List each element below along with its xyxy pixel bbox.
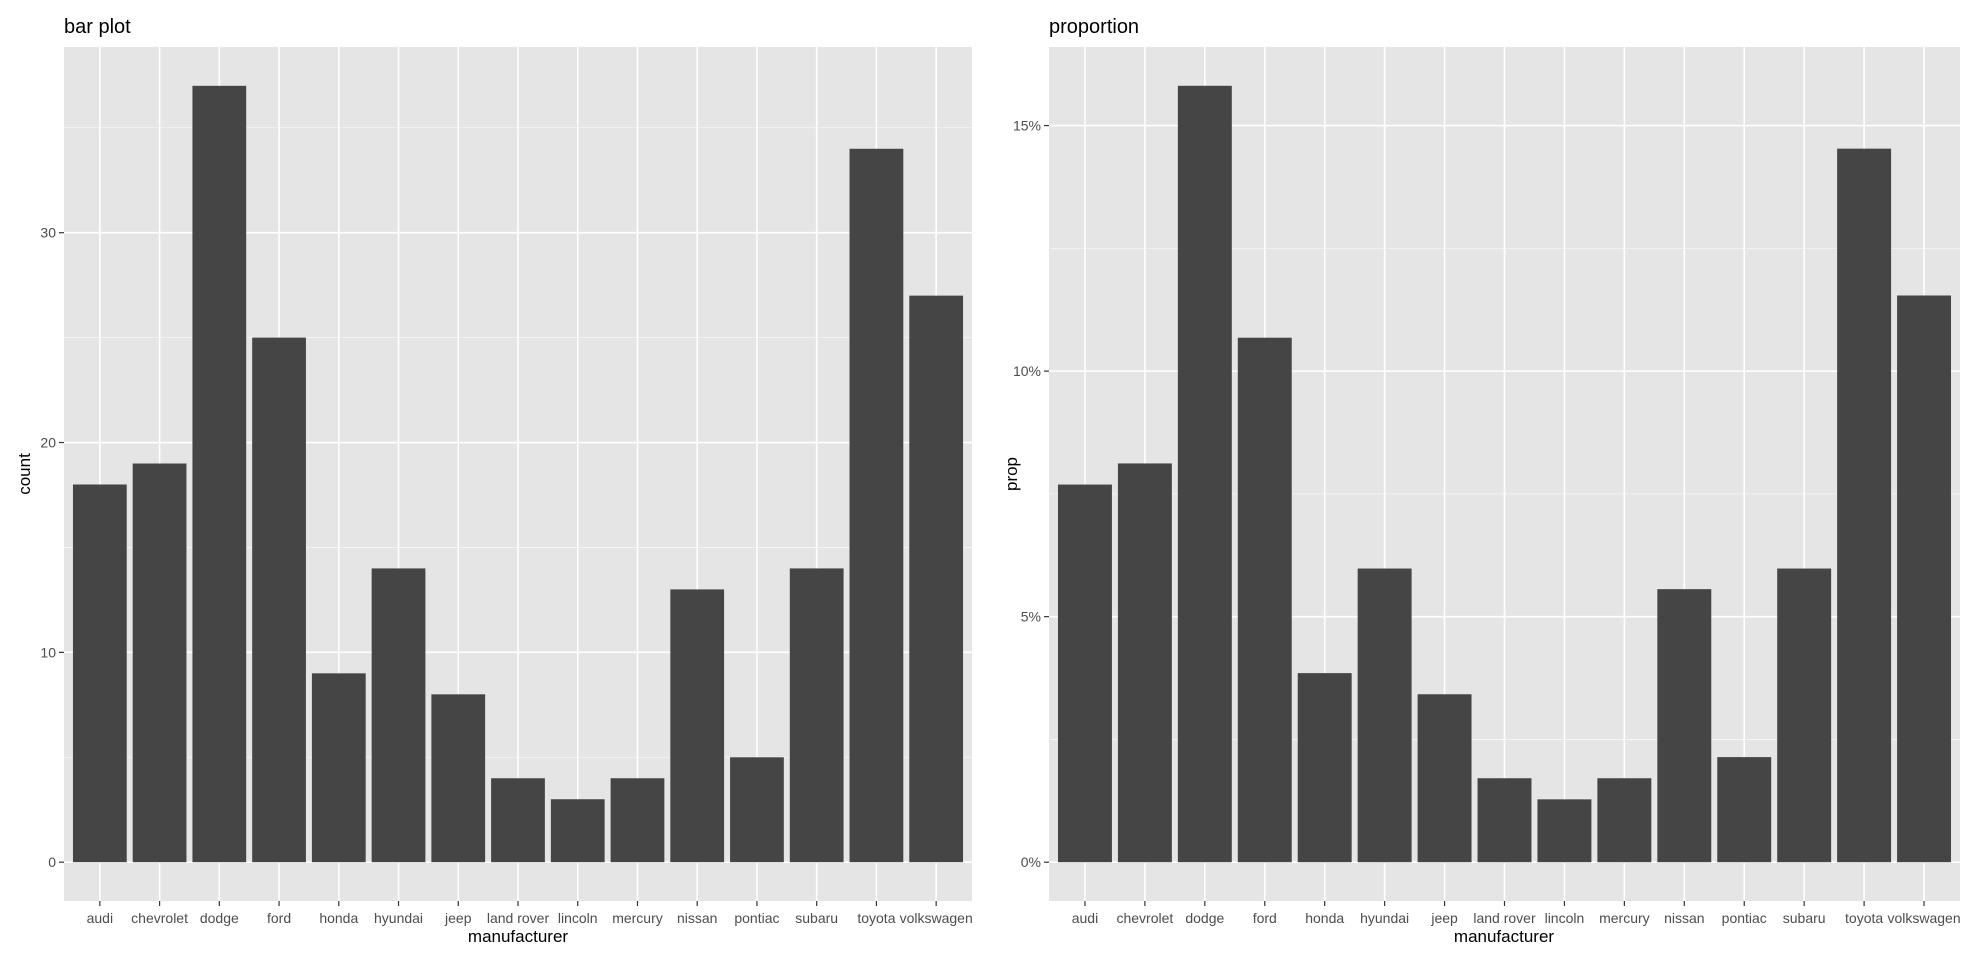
tick-marks xyxy=(1044,124,1925,906)
x-tick-label: subaru xyxy=(795,910,838,926)
x-tick-label: toyota xyxy=(1845,910,1883,926)
x-tick-label: jeep xyxy=(1430,910,1458,926)
x-tick-label: nissan xyxy=(1664,910,1704,926)
y-tick-labels: 0 10 20 30 xyxy=(40,225,56,870)
x-tick-label: subaru xyxy=(1783,910,1826,926)
y-tick-label: 15% xyxy=(1013,118,1041,134)
bar-volkswagen xyxy=(909,295,964,863)
bar-land-rover xyxy=(491,778,545,863)
x-tick-label: land rover xyxy=(1473,910,1536,926)
bar-ford xyxy=(252,337,306,863)
bar-hyundai xyxy=(1357,568,1412,863)
x-tick-label: lincoln xyxy=(558,910,598,926)
bar-jeep xyxy=(1417,694,1472,863)
x-tick-label: volkswagen xyxy=(1887,910,1960,926)
x-tick-label: nissan xyxy=(677,910,717,926)
bar-ford xyxy=(1237,337,1292,863)
bar-dodge xyxy=(192,85,247,863)
x-tick-label: land rover xyxy=(487,910,550,926)
x-tick-label: toyota xyxy=(857,910,895,926)
bar-jeep xyxy=(431,694,486,863)
y-tick-label: 10% xyxy=(1013,363,1041,379)
tick-marks xyxy=(59,232,937,906)
x-tick-label: audi xyxy=(87,910,113,926)
y-tick-label: 0 xyxy=(48,854,56,870)
x-axis-title: manufacturer xyxy=(1454,927,1554,946)
x-tick-label: pontiac xyxy=(1722,910,1767,926)
x-tick-label: mercury xyxy=(612,910,663,926)
bar-toyota xyxy=(849,148,904,863)
y-axis-title: count xyxy=(15,453,34,495)
bars xyxy=(1057,85,1952,863)
y-tick-label: 20 xyxy=(40,435,56,451)
bar-pontiac xyxy=(1717,757,1772,863)
x-tick-label: lincoln xyxy=(1545,910,1585,926)
bar-dodge xyxy=(1177,85,1232,863)
x-tick-label: chevrolet xyxy=(1116,910,1173,926)
bar-subaru xyxy=(789,568,844,863)
bar-nissan xyxy=(1657,589,1712,863)
x-tick-label: hyundai xyxy=(1360,910,1409,926)
x-axis-title: manufacturer xyxy=(468,927,568,946)
bar-mercury xyxy=(610,778,665,863)
bar-honda xyxy=(1297,673,1352,863)
bars xyxy=(72,85,964,863)
y-tick-labels: 0% 5% 10% 15% xyxy=(1013,118,1041,871)
bar-nissan xyxy=(670,589,725,863)
x-tick-label: hyundai xyxy=(374,910,423,926)
bar-plot-chart: bar plot 0 10 20 30 audi chevrolet dodge ford h… xyxy=(15,16,973,946)
chart-title: proportion xyxy=(1049,16,1139,38)
x-tick-labels: audi chevrolet dodge ford honda hyundai jeep la… xyxy=(87,910,973,926)
x-tick-label: dodge xyxy=(200,910,239,926)
x-tick-label: pontiac xyxy=(734,910,779,926)
x-tick-label: honda xyxy=(319,910,358,926)
bar-lincoln xyxy=(1537,799,1592,863)
x-tick-label: ford xyxy=(267,910,291,926)
x-tick-label: honda xyxy=(1305,910,1344,926)
bar-volkswagen xyxy=(1897,295,1952,863)
y-axis-title: prop xyxy=(1002,457,1021,491)
y-tick-label: 5% xyxy=(1021,609,1041,625)
bar-audi xyxy=(72,484,127,863)
bar-pontiac xyxy=(730,757,784,863)
bar-audi xyxy=(1057,484,1112,863)
x-tick-label: mercury xyxy=(1599,910,1650,926)
x-tick-label: audi xyxy=(1072,910,1098,926)
x-tick-label: jeep xyxy=(444,910,472,926)
bar-honda xyxy=(311,673,366,863)
chart-title: bar plot xyxy=(64,16,131,38)
x-tick-label: dodge xyxy=(1185,910,1224,926)
chart-panel-proportion: proportion 0% 5% 10% 15% audi chevrolet dodge… xyxy=(987,0,1974,964)
x-tick-labels: audi chevrolet dodge ford honda hyundai jeep la… xyxy=(1072,910,1961,926)
bar-land-rover xyxy=(1477,778,1532,863)
bar-chevrolet xyxy=(132,463,187,863)
bar-hyundai xyxy=(371,568,426,863)
bar-lincoln xyxy=(550,799,605,863)
x-tick-label: chevrolet xyxy=(131,910,188,926)
bar-subaru xyxy=(1777,568,1832,863)
bar-chevrolet xyxy=(1117,463,1172,863)
y-tick-label: 10 xyxy=(40,644,56,660)
chart-panel-bar-plot: bar plot 0 10 20 30 audi chevrolet dodge ford h… xyxy=(15,16,973,946)
x-tick-label: volkswagen xyxy=(900,910,973,926)
y-tick-label: 30 xyxy=(40,225,56,241)
bar-mercury xyxy=(1597,778,1652,863)
x-tick-label: ford xyxy=(1253,910,1277,926)
proportion-chart: proportion 0% 5% 10% 15% audi chevrolet dodge… xyxy=(1002,16,1961,946)
bar-toyota xyxy=(1837,148,1892,863)
y-tick-label: 0% xyxy=(1021,854,1041,870)
